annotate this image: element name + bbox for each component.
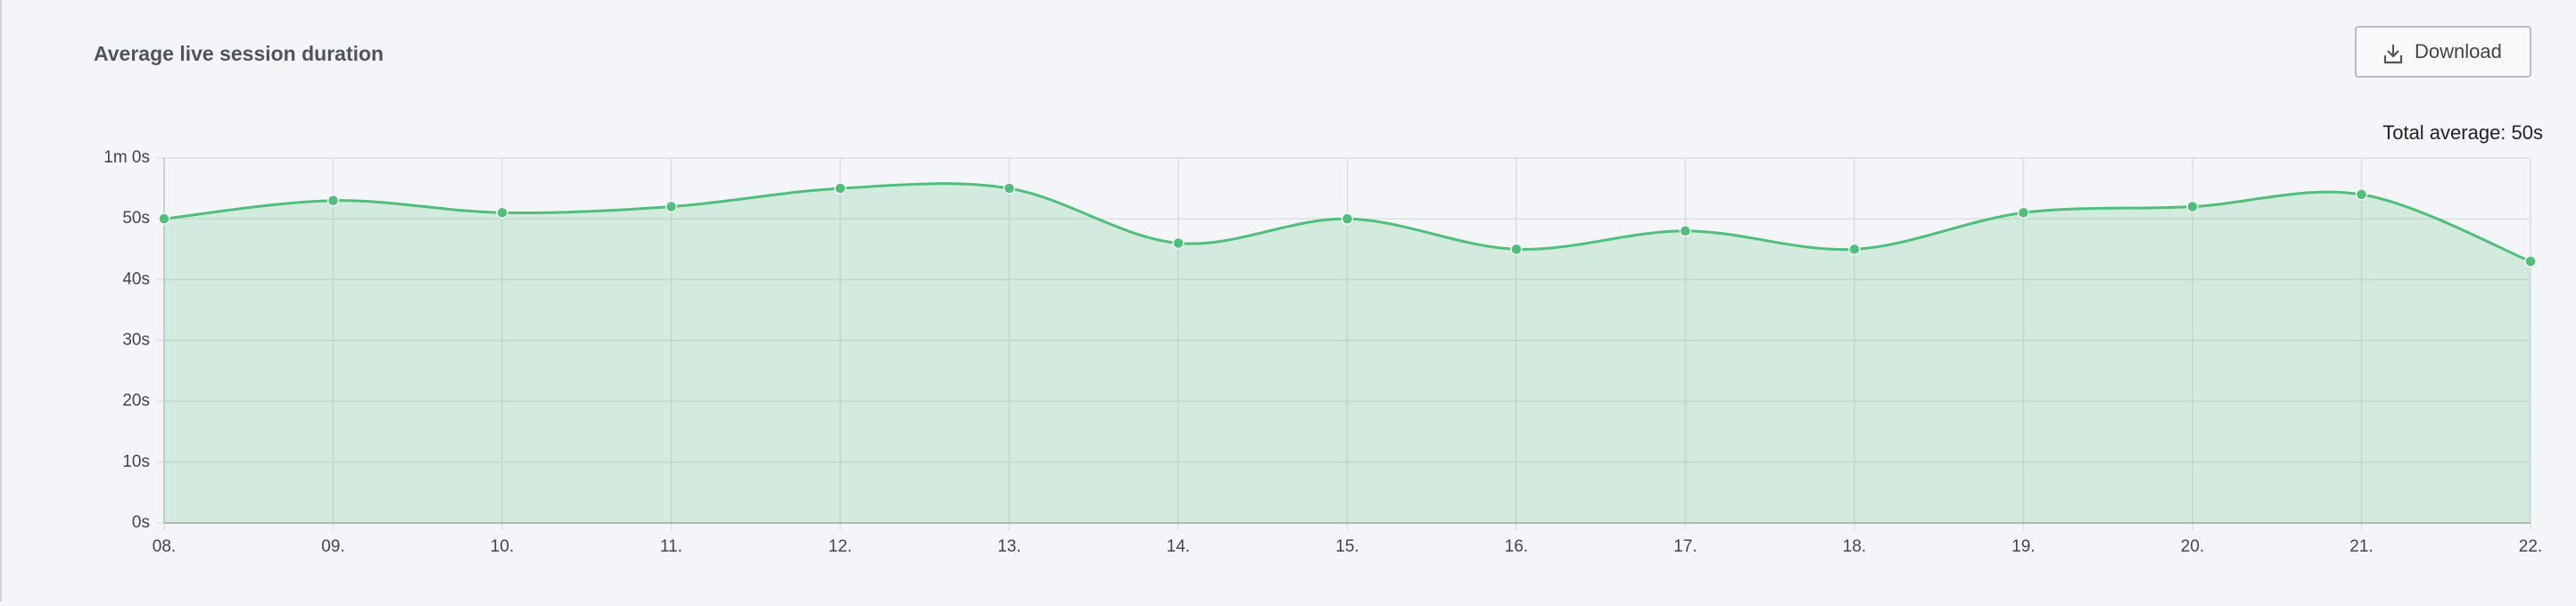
y-tick-label: 10s	[122, 452, 150, 471]
point	[1003, 182, 1016, 195]
x-tick-label: 14.	[1167, 537, 1190, 556]
button-frame[interactable]	[2355, 26, 2531, 78]
y-tick-label: 30s	[122, 331, 150, 350]
point	[2017, 206, 2030, 220]
point	[2186, 200, 2199, 213]
x-tick-label: 21.	[2349, 537, 2373, 556]
area-fill	[164, 183, 2531, 523]
point	[1848, 243, 1861, 255]
x-tick-label: 22.	[2519, 537, 2542, 556]
point	[158, 212, 170, 225]
point	[1172, 237, 1185, 250]
point	[496, 206, 508, 220]
point	[1510, 243, 1523, 255]
point	[2524, 255, 2537, 268]
x-tick-label: 11.	[660, 537, 682, 556]
x-tick-label: 09.	[321, 537, 344, 556]
y-tick-label: 0s	[132, 513, 150, 532]
x-tick-label: 13.	[997, 537, 1020, 556]
y-tick-label: 20s	[122, 392, 150, 411]
point	[326, 194, 340, 207]
x-tick-label: 17.	[1673, 537, 1697, 556]
point	[1679, 225, 1692, 237]
x-tick-label: 20.	[2181, 537, 2204, 556]
point	[834, 182, 846, 195]
x-tick-label: 19.	[2011, 537, 2035, 556]
point	[665, 200, 678, 213]
point	[2355, 188, 2368, 201]
x-tick-label: 18.	[1843, 537, 1866, 556]
y-tick-label: 1m 0s	[103, 148, 150, 167]
download-button[interactable]: Download	[2355, 26, 2531, 78]
y-tick-label: 50s	[122, 209, 150, 228]
point	[1341, 212, 1354, 225]
total-average: Total average: 50s	[2382, 121, 2543, 144]
x-tick-label: 15.	[1335, 537, 1358, 556]
button-label[interactable]: Download	[2415, 40, 2502, 62]
download-icon	[2383, 45, 2403, 64]
x-tick-label: 10.	[491, 537, 514, 556]
chart-title: Average live session duration	[94, 42, 384, 65]
x-tick-label: 08.	[153, 537, 176, 556]
y-tick-label: 40s	[122, 270, 150, 288]
x-tick-label: 16.	[1505, 537, 1528, 556]
x-tick-label: 12.	[829, 537, 852, 556]
